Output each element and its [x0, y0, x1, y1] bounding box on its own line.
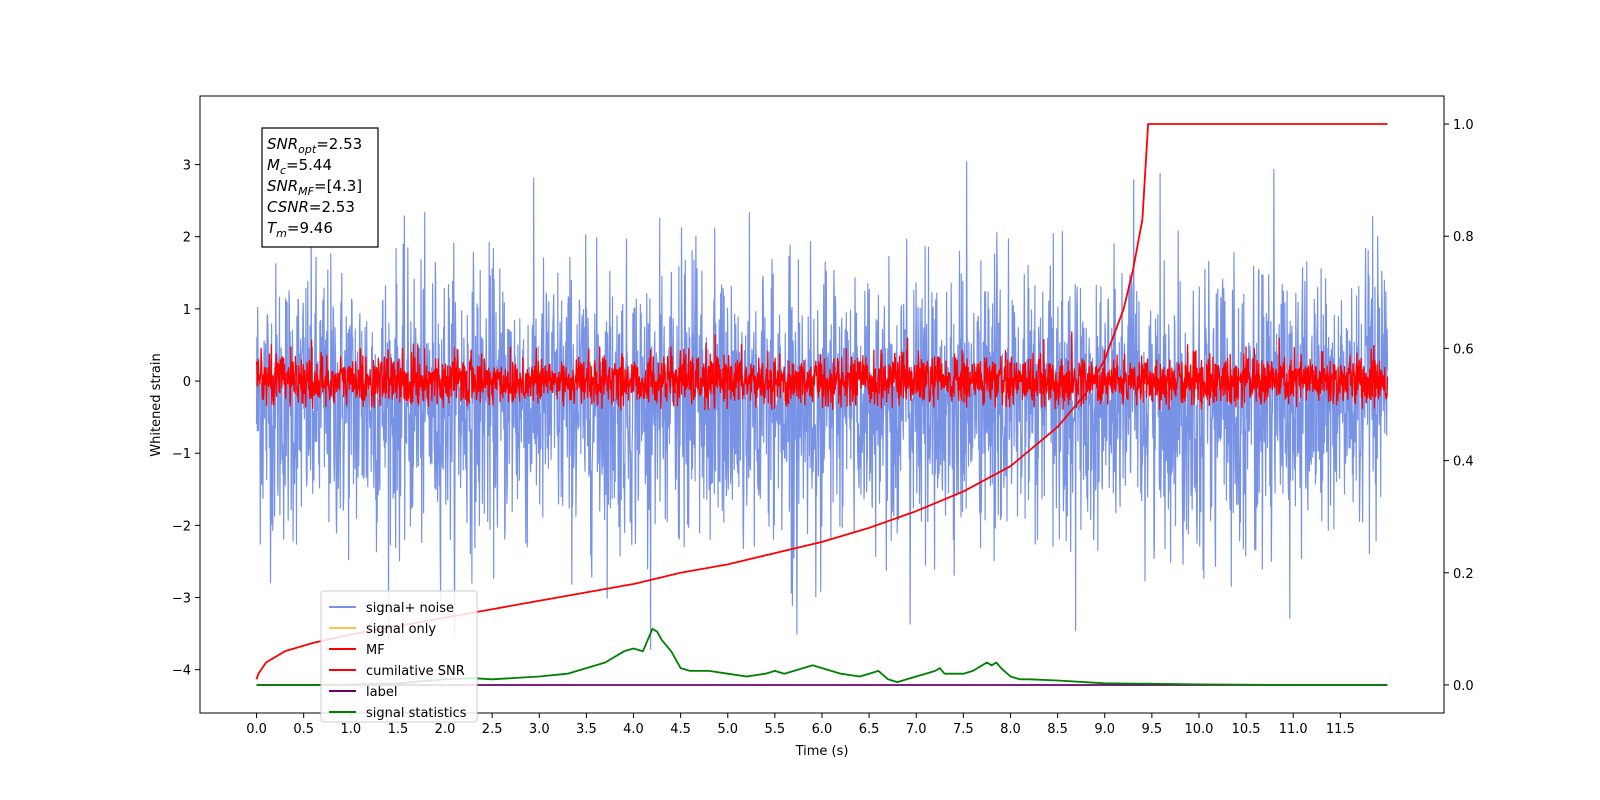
x-tick-label: 5.5 — [765, 722, 786, 737]
legend-box — [320, 590, 478, 723]
y2-tick-label: 0.0 — [1453, 679, 1474, 694]
annotation-symbol: M — [267, 156, 280, 174]
annotation-value: =5.44 — [286, 156, 332, 174]
annotation-subscript: MF — [298, 185, 314, 198]
y-tick-label: 2 — [183, 231, 191, 246]
x-tick-label: 0.0 — [246, 722, 267, 737]
legend: signal+ noise signal only MF cumilative SNR… — [320, 590, 478, 723]
x-tick-label: 2.0 — [435, 722, 456, 737]
x-tick-label: 4.0 — [623, 722, 644, 737]
x-tick-label: 9.0 — [1094, 722, 1115, 737]
x-tick-label: 5.0 — [717, 722, 738, 737]
annotation-line: CSNR=2.53 — [267, 198, 355, 216]
y-axis-label: Whitened strain — [149, 353, 164, 456]
legend-label: label — [366, 685, 397, 700]
annotation-symbol: T — [267, 219, 278, 237]
annotation-line: Tm=9.46 — [267, 219, 333, 240]
series-signal-statistics — [256, 628, 1388, 686]
x-tick-label: 9.5 — [1142, 722, 1163, 737]
x-tick-label: 6.5 — [859, 722, 880, 737]
y-tick-label: 1 — [183, 303, 191, 318]
x-tick-label: 8.0 — [1000, 722, 1021, 737]
x-tick-label: 3.0 — [529, 722, 550, 737]
y-tick-label: −1 — [172, 447, 191, 462]
x-tick-label: 8.5 — [1047, 722, 1068, 737]
y-tick-label: −3 — [172, 592, 191, 607]
x-tick-label: 2.5 — [482, 722, 503, 737]
annotation-subscript: c — [280, 164, 286, 177]
y2-tick-label: 0.8 — [1453, 230, 1474, 245]
annotation-box — [261, 127, 379, 248]
x-tick-label: 11.0 — [1279, 722, 1308, 737]
y2-tick-label: 0.6 — [1453, 342, 1474, 357]
y2-tick-label: 0.4 — [1453, 455, 1474, 470]
annotation-subscript: m — [276, 227, 287, 240]
legend-label: cumilative SNR — [366, 664, 465, 679]
y-tick-label: 3 — [183, 159, 191, 174]
annotation-line: SNRopt=2.53 — [267, 135, 362, 156]
annotation-value: =[4.3] — [314, 177, 362, 195]
stats-annotation: SNRopt=2.53Mc=5.44SNRMF=[4.3]CSNR=2.53Tm… — [261, 127, 379, 248]
annotation-symbol: SNR — [267, 135, 298, 153]
y2-tick-label: 0.2 — [1453, 567, 1474, 582]
x-tick-label: 11.5 — [1326, 722, 1355, 737]
x-tick-label: 3.5 — [576, 722, 597, 737]
annotation-line: Mc=5.44 — [267, 156, 332, 177]
x-tick-label: 7.5 — [953, 722, 974, 737]
annotation-value: =2.53 — [316, 135, 362, 153]
legend-label: signal only — [366, 622, 436, 637]
annotation-subscript: opt — [298, 143, 317, 156]
x-tick-label: 6.0 — [812, 722, 833, 737]
annotation-line: SNRMF=[4.3] — [267, 177, 362, 198]
x-tick-label: 10.0 — [1184, 722, 1213, 737]
y-tick-label: 0 — [183, 375, 191, 390]
legend-label: MF — [366, 643, 385, 658]
x-axis-label: Time (s) — [795, 744, 849, 759]
annotation-value: =9.46 — [287, 219, 333, 237]
legend-label: signal+ noise — [366, 601, 454, 616]
x-tick-label: 1.5 — [388, 722, 409, 737]
x-tick-label: 1.0 — [340, 722, 361, 737]
annotation-value: =2.53 — [309, 198, 355, 216]
y2-tick-label: 1.0 — [1453, 118, 1474, 133]
y-tick-label: −2 — [172, 519, 191, 534]
annotation-symbol: SNR — [267, 177, 298, 195]
series-mf — [255, 331, 1389, 411]
x-tick-label: 10.5 — [1232, 722, 1261, 737]
legend-label: signal statistics — [366, 706, 467, 721]
x-tick-label: 7.0 — [906, 722, 927, 737]
x-tick-label: 4.5 — [670, 722, 691, 737]
y-tick-label: −4 — [172, 664, 191, 679]
x-tick-label: 0.5 — [293, 722, 314, 737]
annotation-symbol: CSNR — [267, 198, 309, 216]
